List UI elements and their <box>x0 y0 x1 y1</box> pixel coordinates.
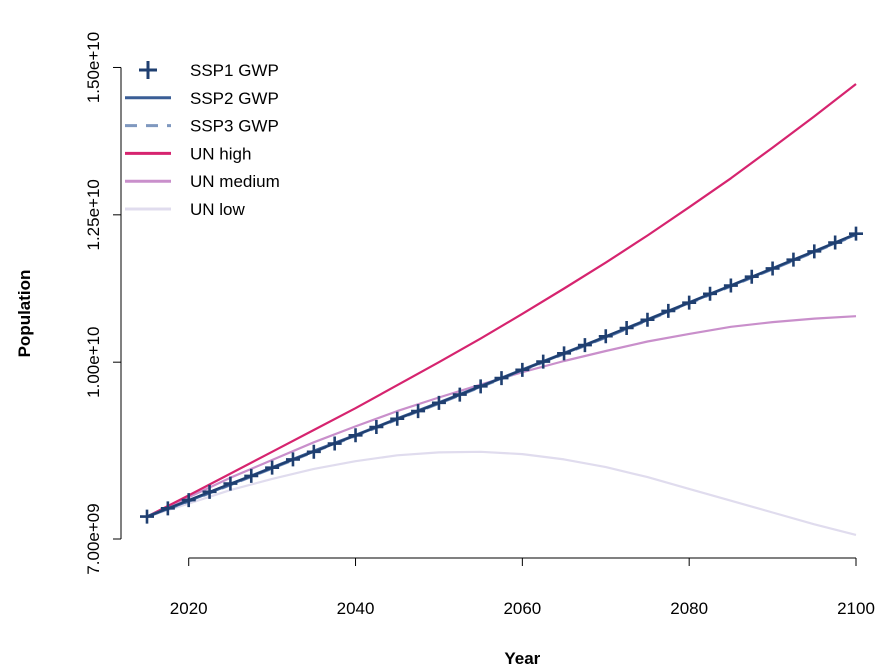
legend-label: UN high <box>190 144 251 163</box>
data-point-ssp1-gwp <box>140 509 154 524</box>
series-line-un-low <box>146 450 857 536</box>
data-point-ssp1-gwp <box>390 411 405 426</box>
data-point-ssp1-gwp <box>160 501 175 516</box>
data-point-ssp1-gwp <box>181 493 196 508</box>
data-point-ssp1-gwp <box>369 420 384 435</box>
data-point-ssp1-gwp <box>411 404 426 419</box>
legend-label: UN medium <box>190 172 280 191</box>
x-axis-ticks: 2020 2040 2060 2080 2100 <box>170 558 875 618</box>
y-tick-label: 1.00e+10 <box>84 326 103 397</box>
y-tick-label: 7.00e+09 <box>84 503 103 574</box>
data-point-ssp1-gwp <box>807 244 822 259</box>
data-point-ssp1-gwp <box>473 379 488 394</box>
data-point-ssp1-gwp <box>682 295 697 310</box>
data-point-ssp1-gwp <box>703 286 718 301</box>
data-point-ssp1-gwp <box>452 387 467 402</box>
y-tick-label: 1.25e+10 <box>84 179 103 250</box>
legend-item-un-medium: UN medium <box>125 172 280 191</box>
data-point-ssp1-gwp <box>849 226 863 241</box>
legend-label: SSP1 GWP <box>190 61 279 80</box>
data-point-ssp1-gwp <box>828 235 843 250</box>
legend-item-un-low: UN low <box>125 200 246 219</box>
data-point-ssp1-gwp <box>536 354 551 369</box>
legend-symbol <box>139 61 157 79</box>
data-point-ssp1-gwp <box>661 303 676 318</box>
legend-item-ssp3-gwp: SSP3 GWP <box>125 117 279 136</box>
data-point-ssp1-gwp <box>327 436 342 451</box>
y-axis-ticks: 7.00e+09 1.00e+10 1.25e+10 1.50e+10 <box>84 32 121 575</box>
y-axis-title: Population <box>15 270 34 358</box>
data-point-ssp1-gwp <box>557 346 572 361</box>
series-ssp1-gwp <box>140 226 863 524</box>
legend-item-ssp1-gwp: SSP1 GWP <box>139 61 279 80</box>
x-tick-label: 2080 <box>670 599 708 618</box>
data-point-ssp1-gwp <box>244 468 259 483</box>
data-point-ssp1-gwp <box>348 428 363 443</box>
x-tick-label: 2060 <box>503 599 541 618</box>
data-point-ssp1-gwp <box>598 329 613 344</box>
legend-label: SSP3 GWP <box>190 117 279 136</box>
x-tick-label: 2020 <box>170 599 208 618</box>
data-point-ssp1-gwp <box>744 269 759 284</box>
series-line-un-high <box>146 83 857 518</box>
x-tick-label: 2040 <box>337 599 375 618</box>
data-point-ssp1-gwp <box>640 312 655 327</box>
data-point-ssp1-gwp <box>202 484 217 499</box>
series-layer <box>140 83 863 536</box>
data-point-ssp1-gwp <box>765 261 780 276</box>
data-point-ssp1-gwp <box>306 444 321 459</box>
y-tick-label: 1.50e+10 <box>84 32 103 103</box>
axes: 2020 2040 2060 2080 2100 7.00e+09 1.00e+10 1.2… <box>84 32 875 618</box>
data-point-ssp1-gwp <box>723 278 738 293</box>
data-point-ssp1-gwp <box>494 371 509 386</box>
data-point-ssp1-gwp <box>265 460 280 475</box>
x-axis-title: Year <box>504 649 540 668</box>
legend-item-ssp2-gwp: SSP2 GWP <box>125 89 279 108</box>
legend-label: SSP2 GWP <box>190 89 279 108</box>
data-point-ssp1-gwp <box>431 395 446 410</box>
legend-label: UN low <box>190 200 246 219</box>
data-point-ssp1-gwp <box>786 252 801 267</box>
legend-item-un-high: UN high <box>125 144 251 163</box>
x-tick-label: 2100 <box>837 599 875 618</box>
legend: SSP1 GWP SSP2 GWP SSP3 GWP UN high UN medium… <box>125 61 280 219</box>
data-point-ssp1-gwp <box>577 338 592 353</box>
series-line-un-medium <box>146 315 857 518</box>
data-point-ssp1-gwp <box>223 476 238 491</box>
data-point-ssp1-gwp <box>515 362 530 377</box>
data-point-ssp1-gwp <box>285 452 300 467</box>
data-point-ssp1-gwp <box>619 320 634 335</box>
